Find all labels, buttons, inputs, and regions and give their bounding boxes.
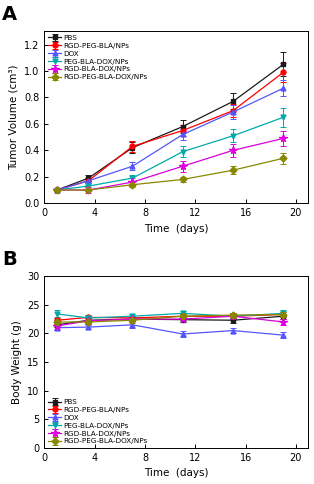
Legend: PBS, RGD-PEG-BLA/NPs, DOX, PEG-BLA-DOX/NPs, RGD-BLA-DOX/NPs, RGD-PEG-BLA-DOX/NPs: PBS, RGD-PEG-BLA/NPs, DOX, PEG-BLA-DOX/N… — [47, 398, 149, 446]
Y-axis label: Tumor Volume (cm³): Tumor Volume (cm³) — [9, 64, 19, 170]
X-axis label: Time  (days): Time (days) — [144, 224, 209, 234]
Legend: PBS, RGD-PEG-BLA/NPs, DOX, PEG-BLA-DOX/NPs, RGD-BLA-DOX/NPs, RGD-PEG-BLA-DOX/NPs: PBS, RGD-PEG-BLA/NPs, DOX, PEG-BLA-DOX/N… — [47, 33, 149, 82]
X-axis label: Time  (days): Time (days) — [144, 469, 209, 479]
Y-axis label: Body Weight (g): Body Weight (g) — [12, 320, 22, 404]
Text: A: A — [2, 5, 17, 25]
Text: B: B — [2, 250, 17, 269]
